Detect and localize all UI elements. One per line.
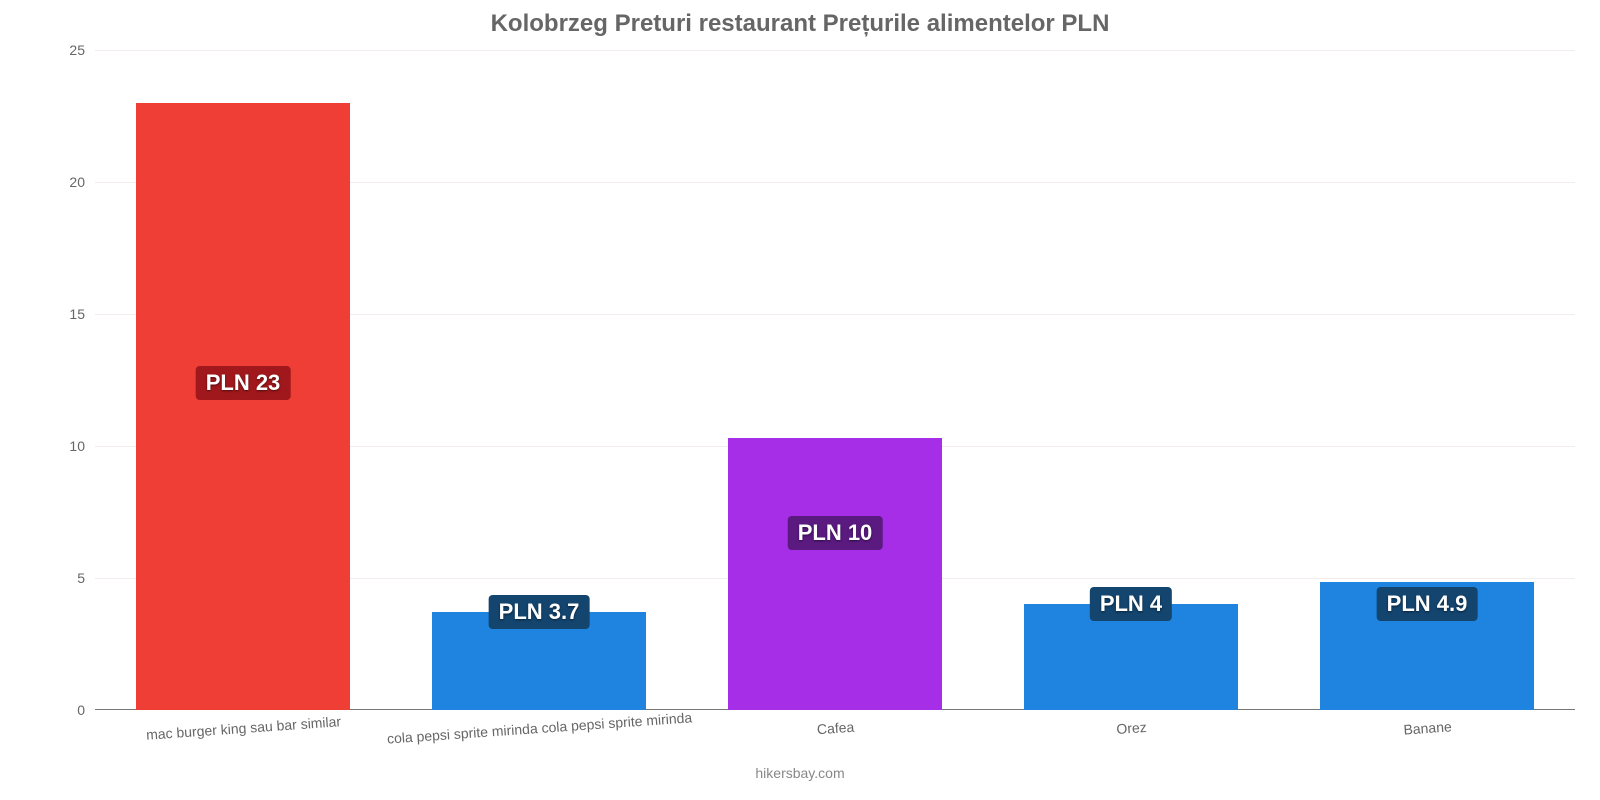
bar-value-label: PLN 4.9 [1377,587,1478,621]
y-tick-label: 0 [45,702,85,718]
credit-text: hikersbay.com [0,765,1600,781]
bar-value-label: PLN 10 [788,516,883,550]
bar-value-label: PLN 3.7 [489,595,590,629]
chart-title: Kolobrzeg Preturi restaurant Prețurile a… [0,10,1600,38]
bar-value-label: PLN 23 [196,366,291,400]
bar [136,103,349,710]
y-tick-label: 5 [45,570,85,586]
grid-line [95,50,1575,51]
y-tick-label: 20 [45,174,85,190]
bar-value-label: PLN 4 [1090,587,1172,621]
y-tick-label: 15 [45,306,85,322]
y-tick-label: 10 [45,438,85,454]
bar [728,438,941,710]
plot-area: 0510152025mac burger king sau bar simila… [95,50,1575,710]
price-bar-chart: Kolobrzeg Preturi restaurant Prețurile a… [0,0,1600,800]
y-tick-label: 25 [45,42,85,58]
